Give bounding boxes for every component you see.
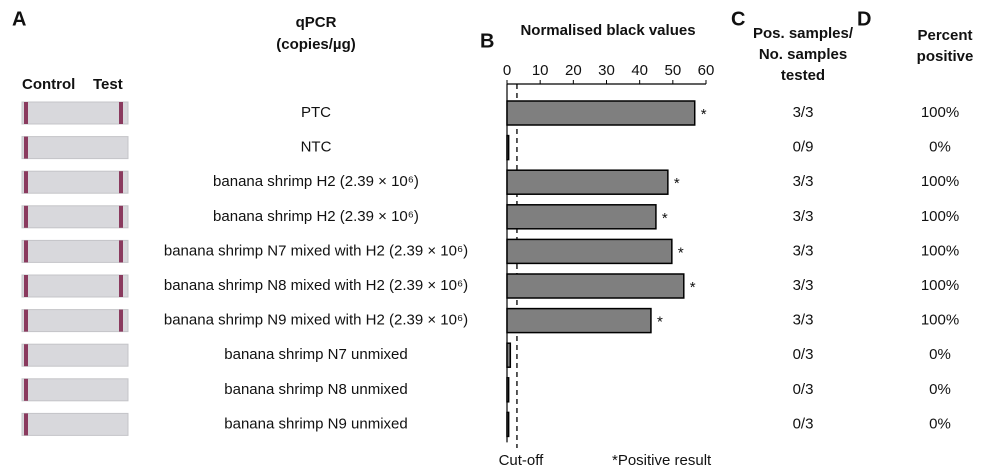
row-label: banana shrimp N8 unmixed (224, 381, 407, 398)
percent-positive: 0% (929, 346, 951, 363)
panel-label: C (731, 8, 745, 30)
column-header: positive (917, 48, 974, 65)
pos-samples: 0/3 (793, 381, 814, 398)
test-strip (22, 413, 128, 435)
x-tick-label: 40 (631, 62, 648, 79)
percent-positive: 0% (929, 415, 951, 432)
x-tick-label: 60 (698, 62, 715, 79)
control-line (24, 206, 28, 228)
x-tick-label: 10 (532, 62, 549, 79)
row-label: banana shrimp H2 (2.39 × 10⁶) (213, 208, 419, 225)
row-label: NTC (301, 139, 332, 156)
bar (507, 343, 510, 367)
bar (507, 274, 684, 298)
figure: A B C D Control Test qPCR (copies/µg) No… (0, 0, 986, 471)
percent-positive: 100% (921, 277, 959, 294)
control-line (24, 344, 28, 366)
test-strip (22, 137, 128, 159)
panel-label: A (12, 8, 26, 30)
x-tick-label: 50 (664, 62, 681, 79)
row-label: banana shrimp N8 mixed with H2 (2.39 × 1… (164, 277, 468, 294)
control-line (24, 310, 28, 332)
test-line (119, 171, 123, 193)
test-strip (22, 310, 128, 332)
pos-samples: 3/3 (793, 104, 814, 121)
pos-samples: 0/3 (793, 346, 814, 363)
test-line (119, 102, 123, 124)
test-strip (22, 240, 128, 262)
control-line (24, 413, 28, 435)
row-label: PTC (301, 104, 331, 121)
column-header: Percent (917, 27, 972, 44)
row-label: banana shrimp N9 mixed with H2 (2.39 × 1… (164, 312, 468, 329)
pos-samples: 3/3 (793, 277, 814, 294)
pos-samples: 3/3 (793, 173, 814, 190)
bar (507, 378, 509, 402)
test-strip (22, 275, 128, 297)
row-label: banana shrimp N7 mixed with H2 (2.39 × 1… (164, 242, 468, 259)
pos-samples: 3/3 (793, 312, 814, 329)
control-line (24, 171, 28, 193)
test-strip (22, 379, 128, 401)
bar (507, 205, 656, 229)
test-line (119, 310, 123, 332)
x-tick-label: 20 (565, 62, 582, 79)
test-strip (22, 206, 128, 228)
test-strip (22, 102, 128, 124)
test-line (119, 206, 123, 228)
percent-positive: 0% (929, 139, 951, 156)
test-line (119, 240, 123, 262)
control-line (24, 240, 28, 262)
test-line (119, 275, 123, 297)
panel-label: D (857, 8, 871, 30)
row-label: banana shrimp N9 unmixed (224, 415, 407, 432)
chart-title: Normalised black values (520, 22, 695, 39)
row-label: banana shrimp H2 (2.39 × 10⁶) (213, 173, 419, 190)
strip-header: Control (22, 76, 75, 93)
panel-label: B (480, 30, 494, 52)
pos-samples: 3/3 (793, 242, 814, 259)
significance-marker: * (657, 314, 663, 331)
control-line (24, 379, 28, 401)
bar (507, 136, 509, 160)
column-header: qPCR (296, 14, 337, 31)
column-header: Pos. samples/ (753, 25, 854, 42)
footnote: *Positive result (612, 452, 712, 469)
test-strip (22, 171, 128, 193)
significance-marker: * (701, 106, 707, 123)
percent-positive: 100% (921, 208, 959, 225)
x-tick-label: 0 (503, 62, 511, 79)
test-strip (22, 344, 128, 366)
percent-positive: 100% (921, 173, 959, 190)
significance-marker: * (674, 175, 680, 192)
strip-header: Test (93, 76, 123, 93)
significance-marker: * (662, 210, 668, 227)
percent-positive: 100% (921, 104, 959, 121)
bar (507, 239, 672, 263)
control-line (24, 137, 28, 159)
bar (507, 170, 668, 194)
significance-marker: * (690, 279, 696, 296)
pos-samples: 3/3 (793, 208, 814, 225)
column-header: No. samples (759, 46, 847, 63)
x-tick-label: 30 (598, 62, 615, 79)
percent-positive: 100% (921, 242, 959, 259)
column-header: tested (781, 67, 825, 84)
bar (507, 412, 509, 436)
control-line (24, 102, 28, 124)
pos-samples: 0/3 (793, 415, 814, 432)
row-label: banana shrimp N7 unmixed (224, 346, 407, 363)
bar (507, 101, 695, 125)
cutoff-label: Cut-off (499, 452, 545, 469)
column-header: (copies/µg) (276, 36, 355, 53)
bar (507, 309, 651, 333)
pos-samples: 0/9 (793, 139, 814, 156)
percent-positive: 100% (921, 312, 959, 329)
control-line (24, 275, 28, 297)
significance-marker: * (678, 244, 684, 261)
percent-positive: 0% (929, 381, 951, 398)
